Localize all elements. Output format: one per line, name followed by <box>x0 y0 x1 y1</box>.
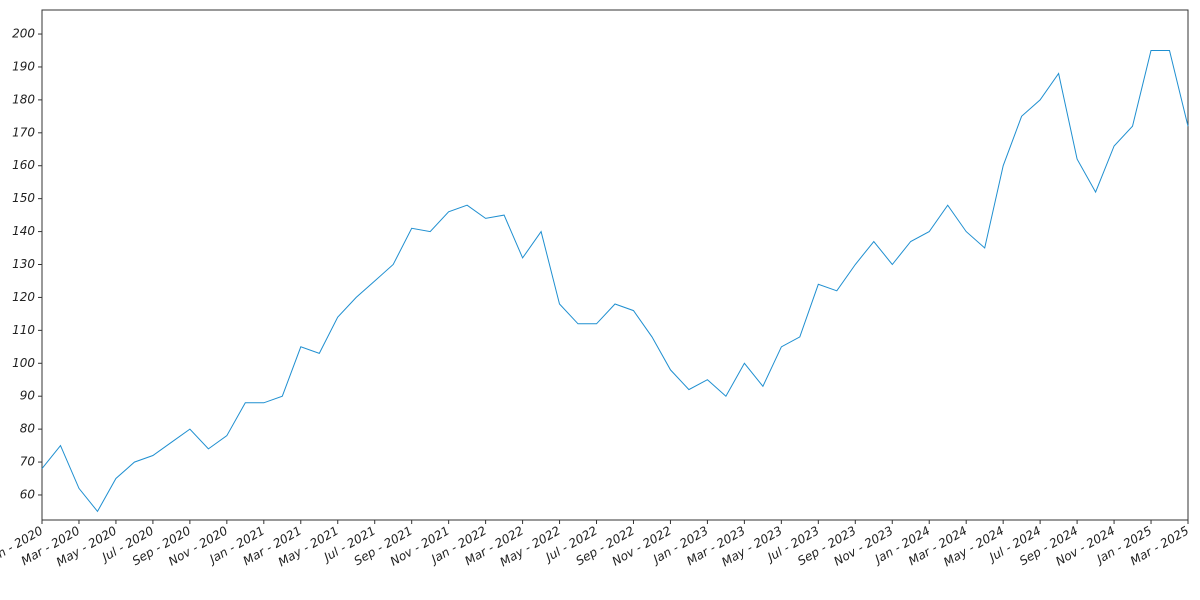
y-tick-label: 70 <box>20 455 36 469</box>
y-tick-label: 80 <box>20 422 36 436</box>
y-tick-label: 130 <box>12 257 35 271</box>
plot-frame <box>41 9 1189 521</box>
y-tick-label: 100 <box>12 356 35 370</box>
y-tick-label: 90 <box>20 389 36 403</box>
y-tick-label: 110 <box>12 323 35 337</box>
y-tick-label: 180 <box>12 92 35 106</box>
y-tick-label: 160 <box>12 158 35 172</box>
y-tick-label: 190 <box>12 59 35 73</box>
y-tick-label: 170 <box>12 125 35 139</box>
y-tick-label: 140 <box>12 224 35 238</box>
line-series <box>41 50 1189 513</box>
y-tick-label: 120 <box>12 290 35 304</box>
y-tick-label: 150 <box>12 191 35 205</box>
y-tick-label: 60 <box>20 487 36 501</box>
y-tick-label: 200 <box>12 27 35 41</box>
